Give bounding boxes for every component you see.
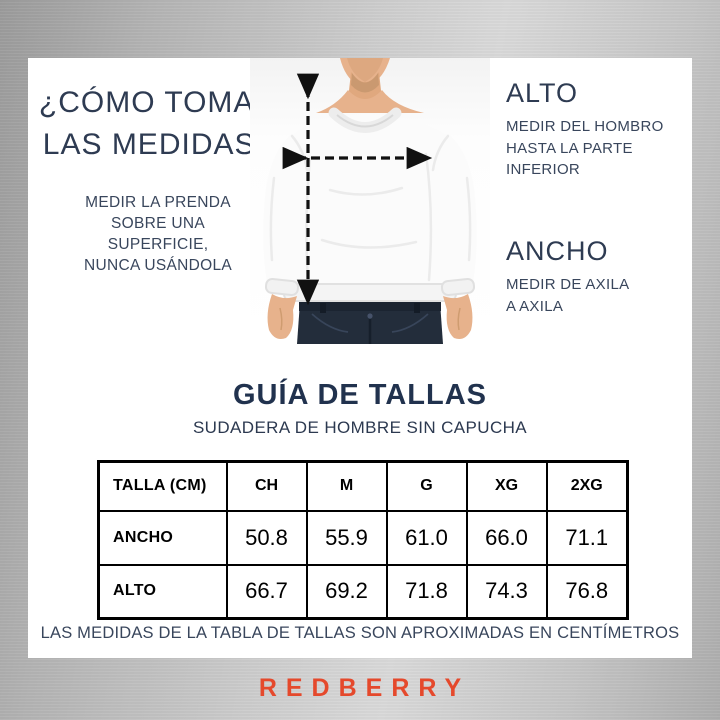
alto-value-g: 71.8: [385, 563, 468, 620]
model-jeans: [297, 302, 443, 344]
alto-instructions: ALTO MEDIR DEL HOMBRO HASTA LA PARTE INF…: [506, 78, 678, 181]
ancho-value-2xg: 71.1: [545, 509, 629, 566]
ancho-description: MEDIR DE AXILA A AXILA: [506, 274, 678, 317]
alto-heading: ALTO: [506, 78, 579, 108]
size-table: TALLA (CM) CH M G XG 2XG ANCHO 50.8 55.9…: [97, 460, 629, 620]
model-head: [316, 58, 424, 113]
brand-logo: REDBERRY: [258, 674, 471, 702]
ancho-desc-line: MEDIR DE AXILA: [506, 276, 630, 293]
how-to-title-line2: LAS MEDIDAS?: [42, 128, 274, 161]
ancho-desc-line: A AXILA: [506, 297, 564, 315]
model-hands: [267, 294, 473, 339]
alto-desc-line: INFERIOR: [506, 161, 581, 178]
alto-value-ch: 66.7: [225, 563, 308, 620]
header-cell-talla: TALLA (CM): [97, 460, 228, 512]
measuring-note-line: SOBRE UNA: [111, 215, 205, 232]
alto-description: MEDIR DEL HOMBRO HASTA LA PARTE INFERIOR: [506, 116, 678, 181]
ancho-heading: ANCHO: [506, 236, 609, 266]
header-cell-xg: XG: [465, 460, 548, 512]
header-cell-2xg: 2XG: [545, 460, 629, 512]
size-table-row-alto: ALTO 66.7 69.2 71.8 74.3 76.8: [97, 563, 629, 620]
how-to-title: ¿CÓMO TOMAR LAS MEDIDAS?: [36, 82, 280, 166]
size-table-header-row: TALLA (CM) CH M G XG 2XG: [97, 460, 629, 512]
header-cell-ch: CH: [225, 460, 308, 512]
hem-rib: [283, 283, 457, 302]
alto-value-2xg: 76.8: [545, 563, 629, 620]
size-guide-card: ¿CÓMO TOMAR LAS MEDIDAS? MEDIR LA PRENDA…: [28, 58, 692, 658]
size-guide-title: GUÍA DE TALLAS: [232, 379, 488, 411]
row-label-ancho: ANCHO: [97, 509, 228, 566]
right-cuff: [440, 277, 476, 297]
alto-desc-line: MEDIR DEL HOMBRO: [506, 118, 664, 135]
alto-value-xg: 74.3: [465, 563, 548, 620]
alto-value-m: 69.2: [305, 563, 388, 620]
size-table-row-ancho: ANCHO 50.8 55.9 61.0 66.0 71.1: [97, 509, 629, 566]
ancho-instructions: ANCHO MEDIR DE AXILA A AXILA: [506, 236, 678, 317]
ancho-value-g: 61.0: [385, 509, 468, 566]
ancho-value-xg: 66.0: [465, 509, 548, 566]
alto-desc-line: HASTA LA PARTE: [506, 139, 633, 157]
size-guide-subtitle: SUDADERA DE HOMBRE SIN CAPUCHA: [192, 418, 528, 437]
how-to-title-line1: ¿CÓMO TOMAR: [38, 86, 278, 119]
ancho-value-m: 55.9: [305, 509, 388, 566]
measuring-note-line: MEDIR LA PRENDA: [85, 194, 231, 211]
row-label-alto: ALTO: [97, 563, 228, 620]
table-footnote: LAS MEDIDAS DE LA TABLA DE TALLAS SON AP…: [40, 624, 680, 642]
header-cell-g: G: [385, 460, 468, 512]
measuring-note-line: SUPERFICIE,: [107, 236, 209, 253]
measuring-note-line: NUNCA USÁNDOLA: [83, 257, 233, 274]
measuring-note: MEDIR LA PRENDA SOBRE UNA SUPERFICIE, NU…: [56, 192, 260, 276]
sweatshirt-illustration: [263, 107, 477, 302]
ancho-value-ch: 50.8: [225, 509, 308, 566]
model-photo: [250, 58, 490, 344]
left-cuff: [264, 277, 300, 297]
header-cell-m: M: [305, 460, 388, 512]
